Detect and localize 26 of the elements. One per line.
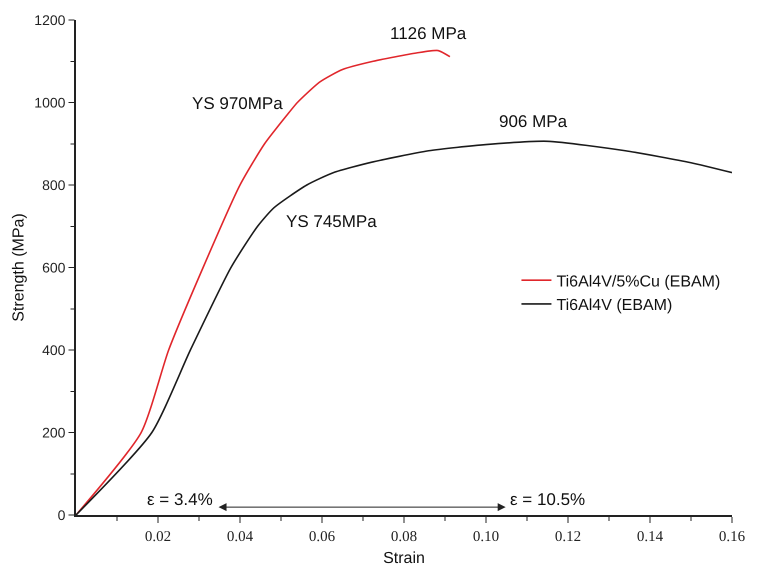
x-tick-label: 0.10 [472, 528, 500, 545]
legend-label: Ti6Al4V (EBAM) [556, 297, 672, 314]
x-tick-label: 0.02 [144, 528, 172, 545]
annotation: ε = 3.4% [147, 490, 213, 509]
annotation: YS 970MPa [192, 94, 284, 113]
annotation: YS 745MPa [286, 212, 378, 231]
x-axis-title: Strain [383, 550, 425, 567]
y-tick-label: 800 [42, 176, 66, 193]
annotation: 906 MPa [499, 112, 568, 131]
y-axis-title: Strength (MPa) [10, 213, 28, 322]
x-tick-label: 0.06 [308, 528, 336, 545]
x-tick-label: 0.16 [718, 528, 746, 545]
y-tick-label: 1000 [34, 94, 66, 110]
x-tick-label: 0.14 [636, 528, 664, 545]
y-tick-label: 400 [42, 342, 66, 358]
y-tick-label: 600 [42, 259, 66, 276]
x-tick-label: 0.08 [390, 528, 418, 545]
y-tick-label: 0 [58, 506, 66, 523]
x-tick-label: 0.04 [226, 528, 254, 545]
y-tick-label: 1200 [34, 12, 66, 28]
y-tick-label: 200 [42, 424, 66, 440]
annotation: ε = 10.5% [510, 490, 586, 509]
annotation: 1126 MPa [390, 24, 467, 43]
line-series [76, 50, 451, 515]
x-tick-label: 0.12 [554, 528, 582, 545]
legend-label: Ti6Al4V/5%Cu (EBAM) [556, 273, 720, 290]
